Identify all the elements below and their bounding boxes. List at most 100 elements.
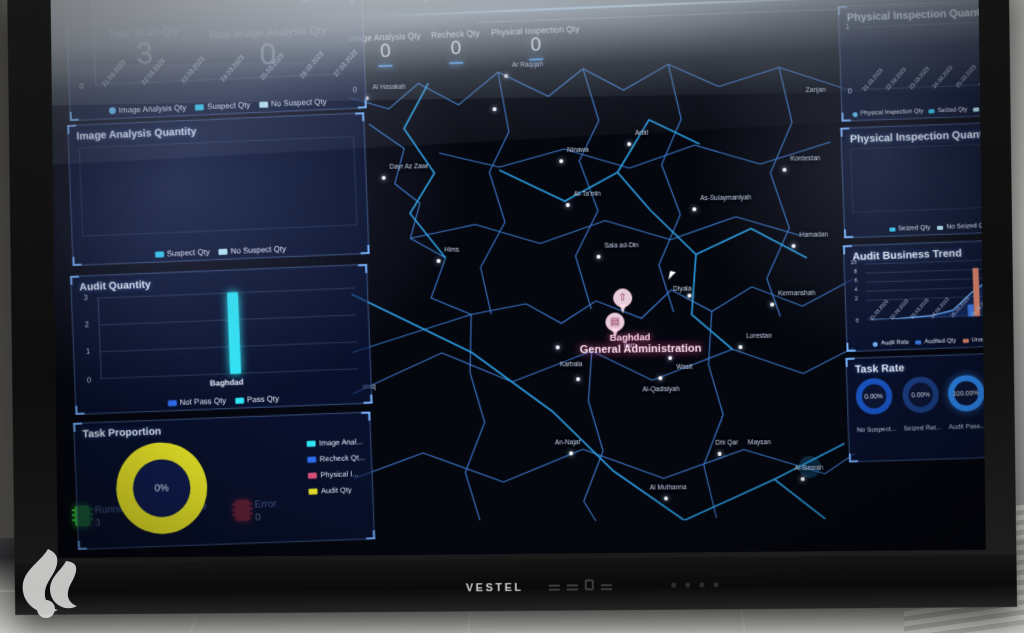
legend-item: No Suspect Qty — [259, 97, 327, 109]
legend-item: Physical Inspection Qty — [852, 109, 924, 118]
monitor-button-row[interactable] — [548, 579, 612, 591]
legend-item: Audit Rate — [872, 340, 909, 347]
map-label: Dhi Qar — [715, 439, 739, 447]
map-dot — [663, 496, 669, 501]
map-label: Arbil — [635, 129, 649, 137]
panel-legend: Audit Rate Audited Qty Unaudited Qty — [847, 335, 986, 347]
map-label: Sala ad-Din — [604, 242, 639, 250]
legend-swatch — [234, 396, 245, 404]
led — [671, 582, 677, 588]
kpi-value: 0 — [450, 37, 462, 60]
monitor-bottom-bezel: VESTEL — [14, 554, 1018, 615]
panel-image-analysis-quantity-trend[interactable]: Image Analysis Quantity Trend 1 0 1 0 21… — [64, 0, 367, 121]
panel-physical-inspection-quantity-trend[interactable]: Physical Inspection Quantity Trend 1 0 1… — [837, 0, 986, 122]
map-dot — [668, 356, 673, 361]
map-dot — [770, 302, 775, 307]
legend-swatch — [218, 248, 228, 255]
legend-item: Suspect Qty — [195, 100, 251, 111]
panel-legend: Seized Qty No Seized Qty — [845, 220, 986, 234]
legend-item: Recheck Qt... — [306, 453, 365, 464]
monitor-leds — [671, 582, 719, 588]
map-label: Zanjan — [805, 86, 826, 95]
panel-audit-business-trend[interactable]: Audit Business Trend 10 8 6 4 2 0 100% — [842, 238, 986, 352]
gauge-audit-pass-rate[interactable]: 100.00% Audit Pass... — [946, 374, 986, 431]
panel-task-proportion[interactable]: Task Proportion 0% Image Anal... Recheck… — [73, 411, 376, 550]
screen: Al Hasakah Ar Raqqah Ninawa Arbil As-Sul… — [50, 0, 986, 559]
gauge-no-suspect-rate[interactable]: 0.00% No Suspect... — [854, 377, 896, 434]
map-label: Diyala — [673, 285, 692, 293]
legend-swatch — [915, 340, 922, 345]
panel-audit-quantity[interactable]: Audit Quantity 3 2 1 0 Bagh — [70, 264, 373, 415]
legend-item: Seized Qty — [928, 107, 968, 115]
panel-title: Image Analysis Quantity — [76, 125, 197, 143]
map-dot — [381, 175, 386, 180]
panel-title: Audit Quantity — [79, 278, 152, 294]
panel-title: Task Proportion — [82, 425, 162, 441]
y2-tick: 0 — [352, 84, 358, 94]
y-tick: 0 — [79, 81, 84, 91]
map-label: Lorestan — [746, 332, 772, 341]
map-dot — [492, 107, 497, 112]
y-tick: 2 — [84, 319, 90, 329]
map-label: Kermanshah — [778, 289, 816, 298]
legend-swatch — [972, 107, 979, 112]
y-tick: 6 — [854, 278, 858, 285]
y-tick: 0 — [855, 318, 859, 325]
map-pin-upload[interactable]: ⇧ — [613, 288, 633, 313]
map-dot — [504, 73, 509, 79]
power-button[interactable] — [584, 579, 594, 591]
map-dot — [436, 258, 441, 263]
panel-title: Physical Inspection Quantity Trend — [846, 5, 986, 24]
gauge-ring: 0.00% — [854, 377, 893, 415]
plot-area: 1 0 1 0 21.03.2023 22.03.2023 23.03.2023… — [79, 0, 359, 94]
y-tick: 10 — [850, 260, 857, 267]
photo-watermark-logo — [22, 549, 77, 618]
y2-tick: 1 — [349, 0, 354, 6]
donut-center-value: 0% — [154, 482, 170, 494]
panel-legend: Physical Inspection Qty Seized Qty No Se… — [842, 105, 986, 118]
legend-swatch — [888, 226, 896, 232]
map-svg — [348, 46, 856, 523]
map-label: Wasit — [676, 363, 693, 372]
map-focus-subtitle: General Administration — [579, 342, 702, 357]
donut-chart-task-proportion[interactable]: 0% — [114, 440, 209, 536]
x-tick: Baghdad — [209, 377, 244, 388]
map-dot — [791, 243, 796, 249]
map-label: Al Hasakah — [372, 83, 406, 92]
legend-item: Image Analysis Qty — [108, 103, 187, 115]
map-label: Kordestan — [790, 155, 821, 163]
gauge-value: 0.00% — [864, 392, 884, 401]
legend-swatch — [937, 225, 944, 230]
gauge-ring: 0.00% — [901, 376, 940, 414]
map-label: Ninawa — [567, 146, 589, 155]
plot-area: 10 8 6 4 2 0 100% 80% 60% 40% 20% 0% — [851, 258, 986, 324]
kpi-physical-inspection-qty: Physical Inspection Qty 0 — [491, 24, 581, 63]
legend-item: Pass Qty — [234, 394, 279, 405]
plot-area: 3 2 1 0 Baghdad — [84, 287, 359, 388]
y-tick: 2 — [854, 296, 859, 303]
map-dot — [555, 345, 560, 350]
gauge-ring: 100.00% — [946, 374, 985, 412]
legend-item: No Seized Qty — [937, 222, 986, 231]
map-dot — [576, 377, 581, 382]
gauge-value: 100.00% — [952, 389, 979, 398]
menu-button[interactable] — [548, 584, 560, 587]
plot-area — [850, 142, 986, 213]
plus-button[interactable] — [600, 583, 612, 586]
legend-swatch — [167, 399, 177, 406]
panel-task-rate[interactable]: Task Rate 0.00% No Suspect... 0.00% — [845, 351, 986, 463]
legend-swatch — [195, 103, 205, 111]
panel-physical-inspection-quantity[interactable]: Physical Inspection Quantity Seized Qty … — [840, 120, 986, 239]
bar-pass-qty-baghdad[interactable] — [227, 292, 242, 375]
map-panel[interactable]: Al Hasakah Ar Raqqah Ninawa Arbil As-Sul… — [348, 46, 856, 523]
gauge-seized-rate[interactable]: 0.00% Seized Rat... — [901, 376, 941, 433]
legend-swatch-dot — [852, 111, 858, 117]
panel-image-analysis-quantity[interactable]: Image Analysis Quantity Suspect Qty No S… — [67, 112, 370, 266]
gauge-row: 0.00% No Suspect... 0.00% Seized Rat... — [851, 373, 986, 457]
legend-swatch-dot — [872, 341, 878, 347]
minus-button[interactable] — [566, 583, 578, 587]
legend-item: Image Anal... — [306, 437, 364, 448]
kpi-recheck-qty: Recheck Qty 0 — [431, 28, 481, 65]
panel-title: Task Rate — [854, 362, 905, 376]
